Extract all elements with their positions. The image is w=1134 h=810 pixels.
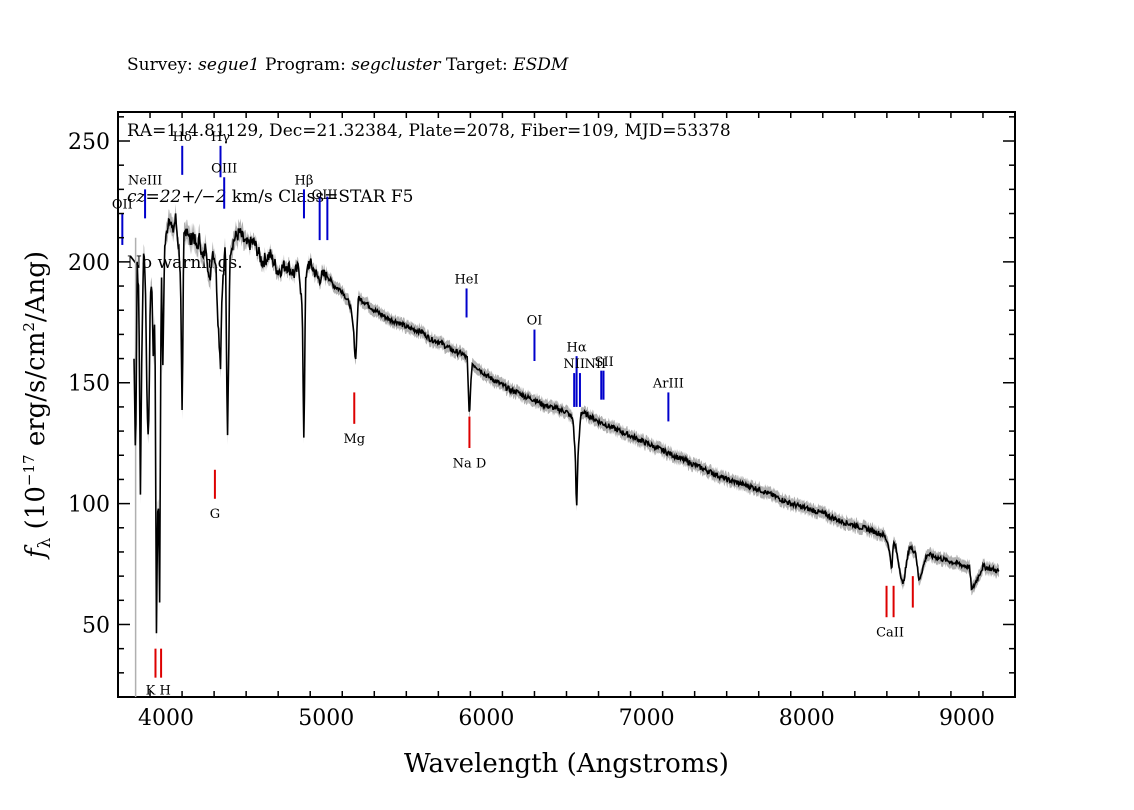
header-line-1-segment: Program: [259, 55, 352, 75]
spectrum-line [133, 213, 1000, 634]
emission-line-label: HeI [454, 273, 478, 288]
header-line-1-segment: segue1 [198, 55, 260, 75]
y-tick-label: 250 [68, 130, 110, 155]
x-tick-label: 5000 [298, 706, 354, 731]
header-line-1: Survey: segue1 Program: segcluster Targe… [127, 54, 731, 76]
absorption-line-label: CaII [876, 626, 904, 641]
emission-line-label: OI [527, 314, 543, 329]
y-axis-title: fλ (10−17 erg/s/cm2/Ang) [20, 251, 55, 560]
error-band [134, 203, 999, 643]
x-tick-label: 4000 [138, 706, 194, 731]
emission-line-label: OIII [312, 188, 338, 203]
absorption-line-label: Mg [343, 432, 365, 447]
y-axis-exp: −17 [20, 454, 38, 486]
emission-line-label: NII [563, 357, 585, 372]
header-line-1-segment: Target: [440, 55, 514, 75]
y-axis-exp2: 2 [20, 322, 38, 332]
emission-line-label: SII [595, 355, 614, 370]
y-tick-label: 150 [68, 372, 110, 397]
x-tick-label: 7000 [619, 706, 675, 731]
emission-line-label: NeIII [128, 174, 162, 189]
emission-line-label: OIII [211, 161, 237, 176]
header-line-3-segment: cz=22+/−2 [127, 187, 227, 207]
emission-line-label: Hβ [295, 174, 314, 189]
y-axis-units-2: erg/s/cm [21, 332, 51, 455]
absorption-line-label: G [210, 507, 220, 522]
absorption-line-label: K H [146, 684, 171, 699]
emission-line-label: Hγ [211, 130, 230, 145]
emission-line-label: Hα [567, 340, 587, 355]
y-axis-lambda: λ [35, 537, 55, 548]
emission-line-label: ArIII [652, 377, 684, 392]
y-axis-units-1: (10 [21, 486, 51, 538]
y-tick-label: 100 [68, 493, 110, 518]
plot-frame [117, 111, 1016, 698]
y-tick-label: 50 [82, 613, 110, 638]
header-line-2: RA=114.81129, Dec=21.32384, Plate=2078, … [127, 121, 731, 141]
absorption-line-label: Na D [453, 456, 487, 471]
header-line-1-segment: Survey: [127, 55, 199, 75]
emission-line-label: NII [585, 357, 607, 372]
x-tick-label: 8000 [779, 706, 835, 731]
y-axis-units-3: /Ang) [21, 251, 51, 322]
x-tick-label: 6000 [458, 706, 514, 731]
x-axis-title: Wavelength (Angstroms) [404, 749, 729, 779]
emission-line-label: Hδ [173, 130, 192, 145]
x-tick-label: 9000 [939, 706, 995, 731]
emission-line-label: OII [112, 198, 133, 213]
y-tick-label: 200 [68, 251, 110, 276]
header-line-1-segment: ESDM [513, 55, 569, 75]
header-line-1-segment: segcluster [351, 55, 441, 75]
